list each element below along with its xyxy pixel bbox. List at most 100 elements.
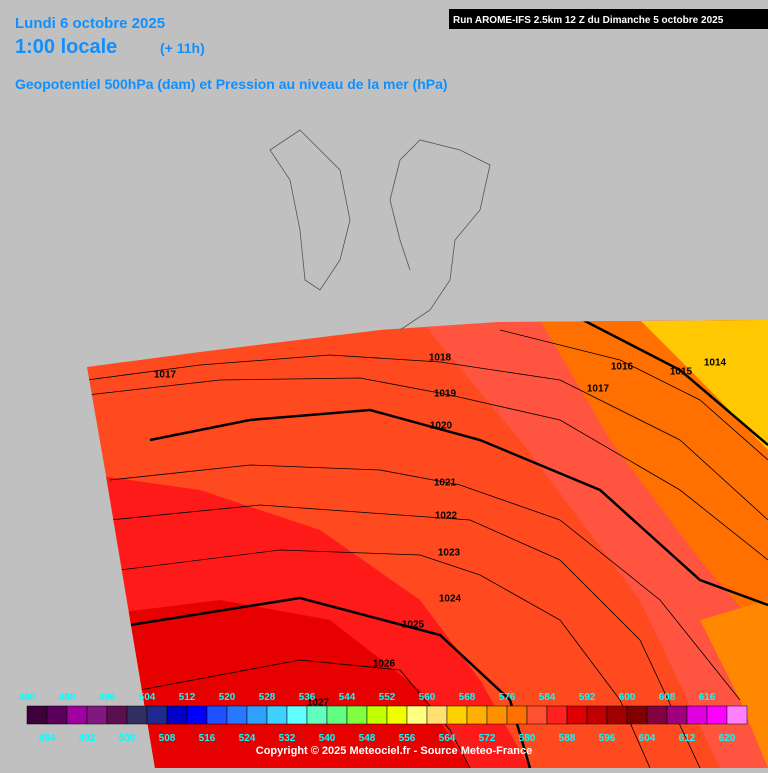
legend-label: 560 (419, 692, 436, 703)
legend-swatch (686, 705, 708, 725)
legend-label: 608 (659, 692, 676, 703)
legend-swatch (546, 705, 568, 725)
legend-swatch (426, 705, 448, 725)
legend-label: 484 (39, 733, 56, 744)
legend-swatch (406, 705, 428, 725)
legend-swatch (566, 705, 588, 725)
band (640, 320, 768, 450)
legend-swatch (126, 705, 148, 725)
legend-label: 508 (159, 733, 176, 744)
legend-label: 532 (279, 733, 296, 744)
legend-swatch (146, 705, 168, 725)
legend-swatch (346, 705, 368, 725)
legend-swatch (286, 705, 308, 725)
subtitle: Geopotentiel 500hPa (dam) et Pression au… (15, 76, 448, 92)
band (700, 600, 768, 768)
legend-label: 616 (699, 692, 716, 703)
legend-swatch (306, 705, 328, 725)
run-box (449, 9, 768, 29)
time: 1:00 locale (15, 36, 117, 58)
legend-label: 588 (559, 733, 576, 744)
legend-label: 496 (99, 692, 116, 703)
legend-label: 488 (59, 692, 76, 703)
legend-label: 576 (499, 692, 516, 703)
legend-swatch (326, 705, 348, 725)
legend-label: 620 (719, 733, 736, 744)
isobar-label: 1020 (430, 421, 453, 432)
isobar-label: 1027 (307, 698, 330, 709)
legend-swatch (206, 705, 228, 725)
legend-label: 580 (519, 733, 536, 744)
legend-swatch (26, 705, 48, 725)
legend-label: 480 (19, 692, 36, 703)
legend-label: 564 (439, 733, 456, 744)
legend-label: 584 (539, 692, 556, 703)
legend-swatch (586, 705, 608, 725)
legend-swatch (486, 705, 508, 725)
legend-swatch (266, 705, 288, 725)
run: Run AROME-IFS 2.5km 12 Z du Dimanche 5 o… (453, 15, 724, 26)
band (87, 600, 470, 768)
isobar-labels: 1017 1018 1019 1020 1021 1022 1023 1024 1025 1026… (154, 353, 727, 709)
isobar-label: 1019 (434, 389, 457, 400)
legend-label: 604 (639, 733, 656, 744)
legend-swatch (706, 705, 728, 725)
isobar-label: 1022 (435, 511, 458, 522)
legend-label: 556 (399, 733, 416, 744)
legend-swatch (726, 705, 748, 725)
legend-swatch (46, 705, 68, 725)
legend-swatch (186, 705, 208, 725)
legend-label: 504 (139, 692, 156, 703)
legend-label: 520 (219, 692, 236, 703)
isobar-label: 1021 (434, 478, 457, 489)
legend-swatch (626, 705, 648, 725)
legend-swatch (226, 705, 248, 725)
legend-label: 528 (259, 692, 276, 703)
legend-label: 548 (359, 733, 376, 744)
coastline (269, 129, 491, 331)
legend-label: 596 (599, 733, 616, 744)
legend-swatch (646, 705, 668, 725)
legend-label: 572 (479, 733, 496, 744)
date: Lundi 6 octobre 2025 (15, 15, 165, 32)
copyright: Copyright © 2025 Meteociel.fr - Source M… (256, 745, 532, 757)
legend-label: 512 (179, 692, 196, 703)
isobar-label: 1014 (704, 358, 727, 369)
legend-label: 492 (79, 733, 96, 744)
legend-label: 544 (339, 692, 356, 703)
band (540, 320, 768, 640)
legend-swatch (86, 705, 108, 725)
legend-swatch (166, 705, 188, 725)
legend-label: 524 (239, 733, 256, 744)
isobar-label: 1017 (587, 384, 610, 395)
legend-swatch (106, 705, 128, 725)
legend-label: 516 (199, 733, 216, 744)
legend-swatch (366, 705, 388, 725)
isobar-label: 1015 (670, 367, 693, 378)
isobar-label: 1024 (439, 594, 462, 605)
legend-label: 592 (579, 692, 596, 703)
isobar-label: 1025 (402, 620, 425, 631)
offset: (+ 11h) (160, 40, 205, 56)
field (87, 320, 768, 768)
legend-swatch (526, 705, 548, 725)
legend-swatch (446, 705, 468, 725)
legend-swatch (666, 705, 688, 725)
legend-label: 612 (679, 733, 696, 744)
legend-label: 568 (459, 692, 476, 703)
legend-label: 540 (319, 733, 336, 744)
legend-swatch (246, 705, 268, 725)
isobar-label: 1026 (373, 659, 396, 670)
isobar-label: 1018 (429, 353, 452, 364)
legend-label: 600 (619, 692, 636, 703)
legend-label: 552 (379, 692, 396, 703)
isobar-label: 1023 (438, 548, 461, 559)
legend-swatch (386, 705, 408, 725)
legend-swatch (466, 705, 488, 725)
legend-swatch (506, 705, 528, 725)
isobar-label: 1017 (154, 370, 177, 381)
legend-swatch (66, 705, 88, 725)
legend-swatch (606, 705, 628, 725)
isobar-label: 1016 (611, 362, 634, 373)
